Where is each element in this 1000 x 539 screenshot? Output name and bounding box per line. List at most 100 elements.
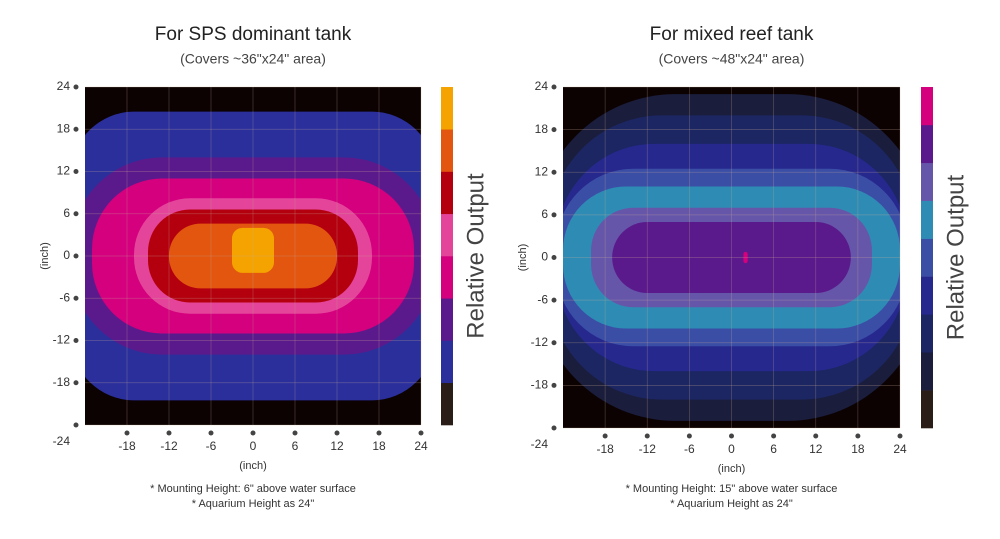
x-tick-label: 12 [809,442,823,456]
colorbar-segment [441,256,453,299]
x-tick-label: -12 [639,442,657,456]
y-tick-label: -18 [53,375,71,389]
colorbar-segment [441,298,453,341]
y-tick-mark [73,211,79,217]
colorbar-segment [921,352,933,391]
y-tick-label: -18 [531,378,549,392]
x-tick-label: -18 [118,439,136,453]
y-tick-mark [551,169,557,175]
x-tick-mark [855,433,861,439]
x-tick-mark [166,430,172,436]
colorbar-segment [921,390,933,429]
y-tick-label: 0 [63,248,70,262]
y-tick-label: 24 [535,79,549,93]
y-tick-mark [73,126,79,132]
colorbar-segment [441,382,453,426]
colorbar-segment [441,213,453,257]
y-tick-label: -12 [53,333,71,347]
y-tick-label: 12 [57,164,71,178]
footnote: * Aquarium Height as 24" [670,498,793,510]
x-tick-mark [250,430,256,436]
x-tick-label: 24 [414,439,428,453]
y-tick-mark [73,380,79,386]
colorbar-segment [441,171,453,215]
footnote: * Aquarium Height as 24" [192,498,315,510]
x-tick-mark [771,433,777,439]
x-axis-label: (inch) [718,463,746,475]
y-tick-mark [551,212,557,218]
x-axis-label: (inch) [239,460,267,472]
y-tick-mark [551,425,557,431]
x-tick-mark [644,433,650,439]
x-tick-mark [729,433,734,439]
y-tick-label: 6 [541,207,548,221]
y-tick-mark [551,84,557,90]
x-tick-label: 18 [372,439,386,453]
y-axis-label: (inch) [517,244,529,272]
x-tick-mark [418,430,424,436]
x-tick-label: -6 [206,439,217,453]
footnote: * Mounting Height: 6" above water surfac… [150,483,356,495]
y-tick-mark [551,340,557,346]
x-tick-label: 6 [292,439,299,453]
footnote: * Mounting Height: 15" above water surfa… [626,483,838,495]
y-tick-label: -6 [59,290,70,304]
y-tick-mark [73,338,79,343]
chart-subtitle: (Covers ~36"x24" area) [180,51,326,67]
y-tick-label: 6 [63,206,70,220]
y-tick-mark [73,422,79,428]
x-tick-mark [602,433,608,439]
y-tick-label: -24 [531,437,549,451]
y-tick-mark [73,253,79,259]
y-tick-mark [551,382,557,388]
y-tick-label: -24 [53,434,71,448]
x-tick-label: 24 [893,442,907,456]
y-tick-label: -12 [531,335,549,349]
x-tick-label: 0 [728,442,735,456]
contour-band [232,227,274,273]
x-tick-label: 6 [770,442,777,456]
y-tick-label: -6 [537,292,548,306]
colorbar-segment [441,340,453,384]
colorbar-segment [921,238,933,277]
colorbar-segment [441,129,453,172]
x-tick-mark [208,430,214,436]
colorbar-segment [921,87,933,126]
chart-title: For mixed reef tank [650,24,814,45]
x-tick-mark [897,433,903,439]
y-tick-label: 18 [535,122,549,136]
x-tick-mark [813,433,819,439]
y-tick-mark [73,169,79,174]
colorbar-label: Relative Output [942,174,969,340]
x-tick-label: -12 [160,439,178,453]
y-tick-label: 24 [57,79,71,93]
colorbar-segment [921,200,933,239]
y-tick-mark [73,84,79,90]
colorbar-segment [921,276,933,315]
y-tick-label: 12 [535,164,549,178]
colorbar-label: Relative Output [462,173,489,339]
x-tick-label: 12 [330,439,344,453]
chart-title: For SPS dominant tank [155,24,352,45]
y-tick-mark [551,255,557,260]
contour-plot [85,87,421,425]
x-tick-label: 18 [851,442,865,456]
y-tick-mark [551,297,557,303]
y-tick-mark [73,295,79,301]
x-tick-label: -18 [596,442,614,456]
y-tick-label: 0 [541,250,548,264]
contour-band [612,221,851,294]
y-tick-mark [551,127,557,133]
y-axis-label: (inch) [39,242,51,270]
x-tick-label: -6 [684,442,695,456]
x-tick-mark [334,430,340,436]
colorbar-segment [921,124,933,164]
colorbar-segment [921,162,933,201]
x-tick-label: 0 [250,439,257,453]
contour-band [743,251,748,264]
x-tick-mark [686,433,692,439]
chart-subtitle: (Covers ~48"x24" area) [659,51,805,67]
x-tick-mark [124,430,130,436]
contour-plot [563,87,900,428]
